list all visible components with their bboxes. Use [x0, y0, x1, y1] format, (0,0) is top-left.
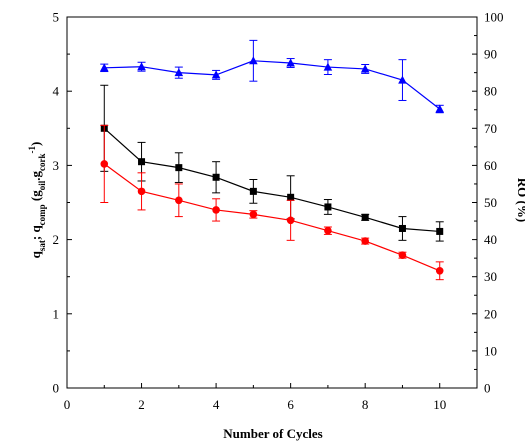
- plot-frame: [66, 16, 478, 389]
- data-point: [398, 224, 406, 232]
- data-point: [287, 193, 295, 201]
- data-point: [324, 203, 332, 211]
- data-point: [249, 210, 258, 219]
- left-y-axis-title: qsat; qcomp (goil.gcork-1): [27, 142, 47, 259]
- data-point: [435, 104, 445, 113]
- y-right-tick-label: 60: [484, 158, 497, 173]
- x-axis: 0 2 4 6 8 10: [64, 383, 446, 412]
- data-point: [360, 64, 370, 73]
- series-circle: [100, 124, 444, 281]
- x-tick-label: 6: [287, 397, 294, 412]
- data-point: [323, 62, 333, 71]
- x-tick-label: 0: [64, 397, 71, 412]
- data-point: [286, 216, 295, 225]
- data-point: [175, 164, 183, 172]
- x-tick-label: 10: [433, 397, 446, 412]
- series-layer: [99, 39, 445, 281]
- y-right-tick-label: 20: [484, 306, 497, 321]
- data-point: [211, 70, 221, 79]
- data-point: [361, 213, 369, 221]
- data-point: [398, 251, 407, 259]
- series-triangle: [99, 39, 445, 114]
- data-point: [137, 187, 146, 196]
- y-right-tick-label: 10: [484, 343, 497, 358]
- data-point: [249, 187, 257, 195]
- data-point: [398, 75, 407, 84]
- data-point: [324, 226, 332, 235]
- y-right-tick-label: 70: [484, 121, 497, 136]
- y-right-tick-label: 30: [484, 269, 497, 284]
- data-point: [137, 62, 146, 71]
- series-line: [104, 60, 441, 110]
- y-right-tick-label: 100: [484, 10, 504, 25]
- y-right-tick-label: 0: [484, 381, 491, 396]
- data-point: [174, 68, 184, 77]
- series-line: [103, 127, 440, 233]
- data-point: [249, 56, 258, 65]
- x-axis-title: Number of Cycles: [223, 426, 322, 441]
- series-line: [103, 163, 440, 272]
- y-left-tick-label: 2: [53, 232, 60, 247]
- x-tick-label: 4: [213, 397, 220, 412]
- data-point: [100, 160, 109, 168]
- y-right-tick-label: 80: [484, 84, 497, 99]
- right-y-axis: 0 10 20 30 40 50 60 70 80 90 100: [472, 10, 504, 396]
- y-right-tick-label: 50: [484, 195, 497, 210]
- data-point: [175, 196, 183, 205]
- right-y-axis-title: RO (%): [515, 178, 525, 222]
- left-y-axis: 0 1 2 3 4 5: [53, 10, 72, 396]
- x-tick-label: 8: [362, 397, 369, 412]
- data-point: [435, 266, 444, 275]
- data-point: [286, 58, 295, 67]
- data-point: [436, 227, 444, 235]
- y-left-tick-label: 1: [53, 306, 60, 321]
- x-tick-label: 2: [138, 397, 145, 412]
- data-point: [212, 173, 220, 181]
- y-left-tick-label: 4: [53, 84, 60, 99]
- data-point: [361, 237, 369, 245]
- plot-border: [66, 16, 478, 389]
- y-left-tick-label: 3: [53, 158, 60, 173]
- y-right-tick-label: 90: [484, 47, 497, 62]
- data-point: [99, 63, 109, 72]
- data-point: [138, 158, 146, 166]
- y-right-tick-label: 40: [484, 232, 497, 247]
- y-left-tick-label: 5: [53, 10, 60, 25]
- data-point: [212, 206, 220, 214]
- y-left-tick-label: 0: [53, 381, 60, 396]
